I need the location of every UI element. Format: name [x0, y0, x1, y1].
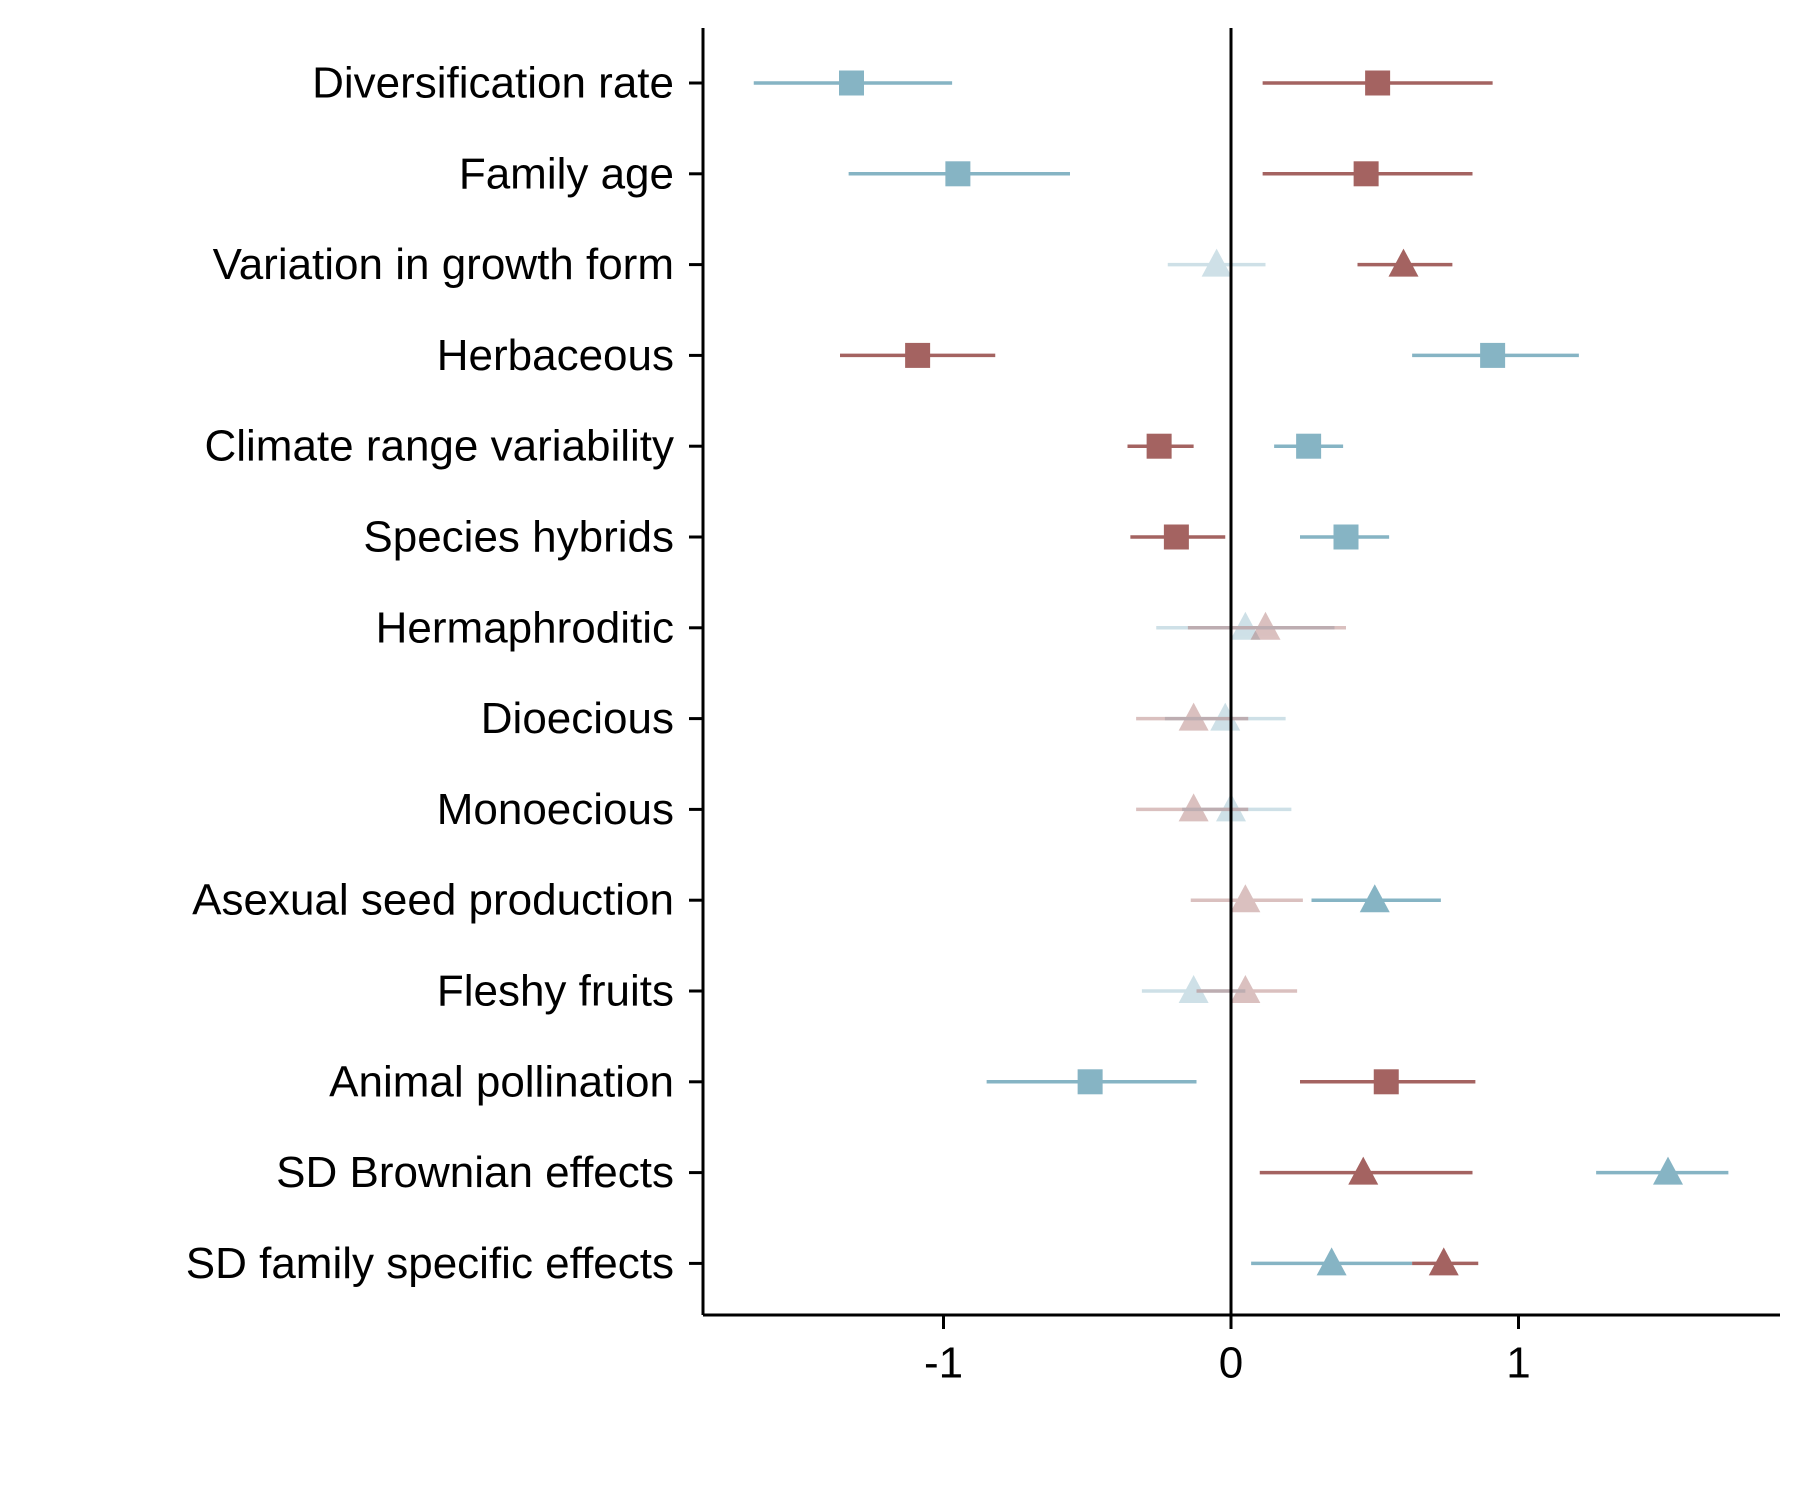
y-tick-label: Hermaphroditic: [376, 603, 674, 652]
triangle-marker: [1201, 248, 1232, 277]
estimate-point: [1164, 702, 1286, 731]
estimate-point: [1412, 1247, 1479, 1276]
triangle-marker: [1348, 1156, 1379, 1185]
y-tick-label: SD family specific effects: [186, 1239, 674, 1288]
estimate-point: [1262, 70, 1493, 96]
x-tick-label: -1: [924, 1339, 963, 1388]
estimate-point: [986, 1069, 1197, 1095]
y-tick-label: Climate range variability: [204, 422, 674, 471]
triangle-marker: [1230, 975, 1261, 1003]
y-tick-label: Variation in growth form: [213, 240, 674, 289]
estimate-point: [1251, 1247, 1413, 1276]
triangle-marker: [1250, 611, 1281, 640]
estimate-point: [1156, 611, 1335, 640]
y-tick-label: Herbaceous: [437, 331, 674, 380]
square-marker: [1163, 524, 1189, 550]
estimate-point: [1259, 1156, 1473, 1185]
square-marker: [1146, 433, 1172, 459]
estimate-point: [848, 161, 1070, 187]
plot-marks: [753, 70, 1729, 1276]
y-axis-ticks: [689, 81, 703, 1265]
x-axis-ticks: -1 0 1: [924, 1315, 1531, 1388]
triangle-marker: [1178, 975, 1209, 1003]
estimate-point: [840, 342, 996, 368]
estimate-point: [1300, 1069, 1476, 1095]
triangle-marker: [1316, 1247, 1347, 1276]
triangle-marker: [1428, 1247, 1459, 1276]
triangle-marker: [1210, 702, 1241, 731]
y-tick-label: Animal pollination: [329, 1057, 674, 1106]
triangle-marker: [1388, 248, 1419, 277]
y-tick-label: Species hybrids: [363, 513, 674, 562]
estimate-point: [1357, 248, 1453, 277]
y-tick-label: Family age: [459, 149, 674, 198]
square-marker: [905, 342, 931, 368]
triangle-marker: [1653, 1156, 1683, 1185]
square-marker: [1333, 524, 1359, 550]
estimate-point: [1262, 161, 1473, 187]
estimate-point: [1196, 975, 1298, 1003]
y-tick-label: Dioecious: [481, 694, 674, 743]
estimate-point: [1596, 1156, 1729, 1185]
estimate-point: [1300, 524, 1390, 550]
square-marker: [1365, 70, 1391, 96]
triangle-marker: [1178, 702, 1209, 731]
y-tick-label: Diversification rate: [312, 59, 674, 108]
square-marker: [1077, 1069, 1103, 1095]
triangle-marker: [1230, 611, 1261, 640]
estimate-point: [1130, 524, 1226, 550]
y-axis-labels: Diversification rate Family age Variation …: [186, 59, 674, 1288]
square-marker: [1296, 433, 1322, 459]
estimate-point: [1127, 433, 1194, 459]
estimate-point: [1190, 884, 1303, 913]
triangle-marker: [1178, 793, 1209, 822]
x-tick-label: 0: [1219, 1339, 1243, 1388]
square-marker: [1353, 161, 1379, 187]
square-marker: [839, 70, 864, 96]
triangle-marker: [1230, 884, 1261, 913]
y-tick-label: Monoecious: [437, 785, 674, 834]
estimate-point: [1187, 611, 1346, 640]
estimate-point: [1167, 248, 1266, 277]
estimate-point: [753, 70, 953, 96]
square-marker: [1373, 1069, 1399, 1095]
y-tick-label: Asexual seed production: [192, 876, 674, 925]
square-marker: [1480, 342, 1506, 368]
y-tick-label: Fleshy fruits: [437, 967, 674, 1016]
x-tick-label: 1: [1506, 1339, 1530, 1388]
estimate-point: [1412, 342, 1579, 368]
estimate-point: [1274, 433, 1344, 459]
square-marker: [945, 161, 971, 187]
triangle-marker: [1359, 884, 1390, 913]
estimate-point: [1141, 975, 1246, 1003]
estimate-point: [1311, 884, 1441, 913]
y-tick-label: SD Brownian effects: [276, 1148, 674, 1197]
